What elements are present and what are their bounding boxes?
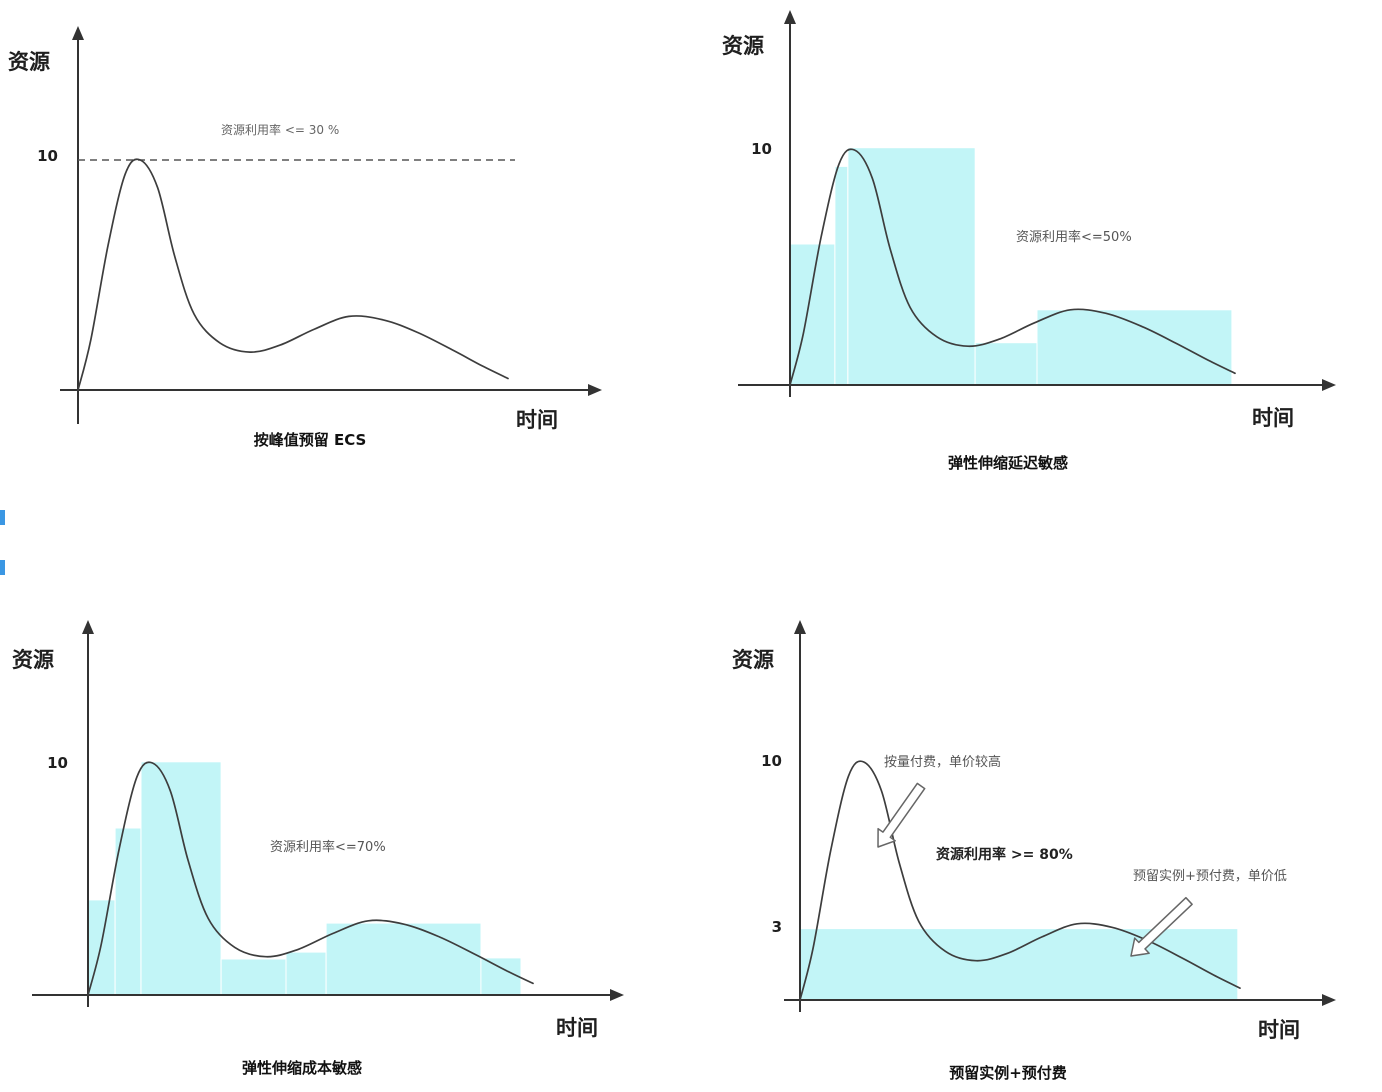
chart4-reserved-label: 预留实例+预付费，单价低: [1133, 869, 1287, 884]
chart2-y-axis-label: 资源: [722, 34, 764, 58]
chart2-utilization-label: 资源利用率<=50%: [1016, 230, 1132, 245]
chart4-tick-3: 3: [771, 918, 782, 936]
chart1-y-axis-label: 资源: [8, 50, 50, 74]
chart2-title: 弹性伸缩延迟敏感: [947, 454, 1068, 472]
chart3-y-axis-label: 资源: [12, 648, 54, 672]
chart2-tick-10: 10: [751, 140, 772, 158]
chart3-tick-10: 10: [47, 754, 68, 772]
chart3-x-axis-label: 时间: [556, 1016, 598, 1040]
chart3-title: 弹性伸缩成本敏感: [241, 1059, 362, 1077]
chart4-x-axis-label: 时间: [1258, 1018, 1300, 1042]
chart1-utilization-label: 资源利用率 <= 30 %: [221, 123, 340, 137]
chart2-x-axis-label: 时间: [1252, 406, 1294, 430]
chart3-utilization-label: 资源利用率<=70%: [270, 840, 386, 855]
chart1-tick-10: 10: [37, 147, 58, 165]
chart1-title: 按峰值预留 ECS: [253, 431, 367, 449]
chart4-payg-label: 按量付费，单价较高: [884, 755, 1002, 770]
chart4-tick-10: 10: [761, 752, 782, 770]
chart4-title: 预留实例+预付费: [949, 1064, 1067, 1082]
chart4-y-axis-label: 资源: [732, 648, 774, 672]
chart1-x-axis-label: 时间: [516, 408, 558, 432]
chart4-utilization-label: 资源利用率 >= 80%: [936, 847, 1073, 863]
